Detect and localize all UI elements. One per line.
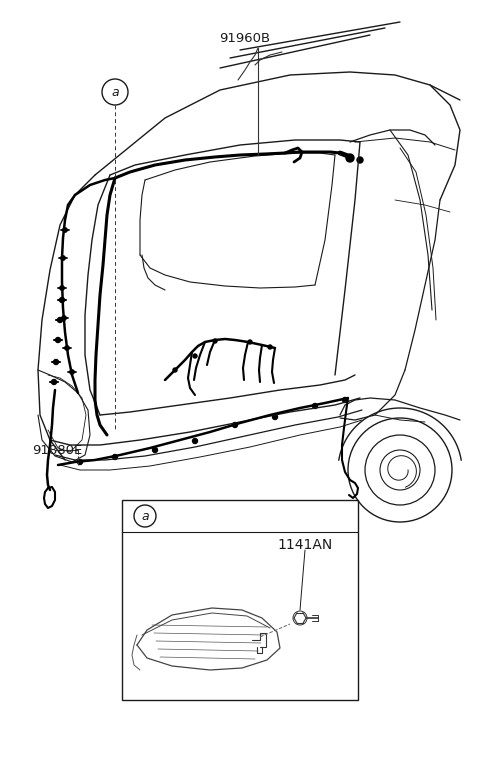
Text: 91960B: 91960B <box>219 31 271 44</box>
Circle shape <box>53 360 59 364</box>
Bar <box>122 500 358 700</box>
Circle shape <box>192 438 197 444</box>
Circle shape <box>268 345 272 349</box>
Circle shape <box>343 398 348 402</box>
Circle shape <box>60 286 64 290</box>
Circle shape <box>63 228 67 233</box>
Circle shape <box>213 339 217 343</box>
Circle shape <box>248 340 252 344</box>
Text: a: a <box>111 86 119 99</box>
Circle shape <box>357 157 363 163</box>
Circle shape <box>77 460 83 464</box>
Circle shape <box>58 317 62 323</box>
Circle shape <box>61 256 65 260</box>
Circle shape <box>153 448 157 453</box>
Circle shape <box>56 337 60 343</box>
Circle shape <box>51 379 57 385</box>
Circle shape <box>60 298 64 302</box>
Circle shape <box>273 415 277 419</box>
Text: 1141AN: 1141AN <box>277 538 333 552</box>
Circle shape <box>232 422 238 428</box>
Circle shape <box>65 346 69 350</box>
Circle shape <box>70 369 74 374</box>
Text: 91880E: 91880E <box>32 444 82 457</box>
Circle shape <box>193 354 197 358</box>
Circle shape <box>346 154 354 162</box>
Circle shape <box>173 368 177 372</box>
Circle shape <box>312 403 317 409</box>
Circle shape <box>62 316 66 321</box>
Text: a: a <box>141 509 149 522</box>
Circle shape <box>112 454 118 460</box>
